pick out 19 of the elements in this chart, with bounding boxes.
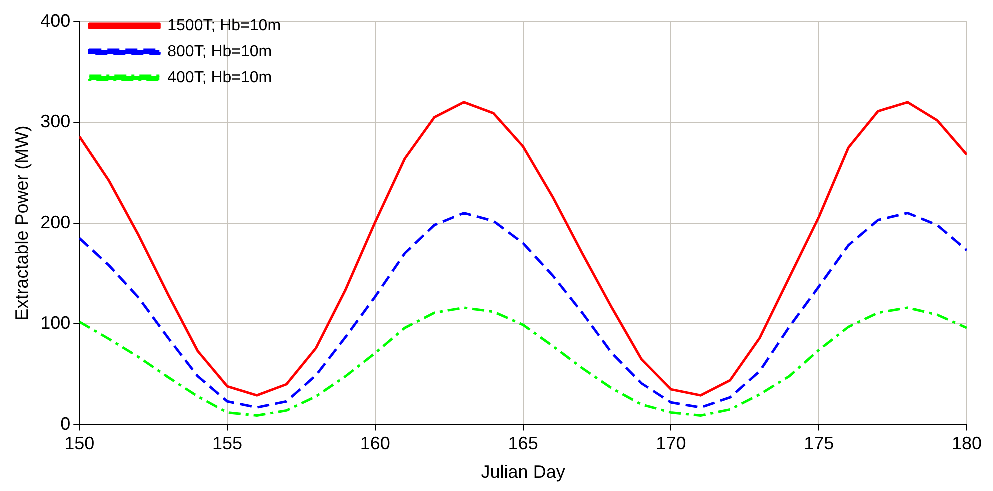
line-series	[80, 306, 967, 417]
legend-label: 800T; Hb=10m	[168, 43, 272, 60]
x-tick-label: 180	[952, 434, 982, 454]
x-tick-label: 150	[64, 434, 95, 454]
x-axis-title: Julian Day	[481, 462, 566, 482]
y-tick-label: 300	[40, 112, 71, 132]
x-tick-label: 155	[212, 434, 243, 454]
x-tick-label: 160	[360, 434, 390, 454]
x-tick-label: 170	[656, 434, 686, 454]
x-tick-label: 165	[508, 434, 538, 454]
line-series	[80, 212, 967, 409]
legend-label: 400T; Hb=10m	[168, 69, 272, 86]
y-tick-label: 200	[40, 212, 71, 232]
legend-label: 1500T; Hb=10m	[168, 17, 282, 34]
y-tick-label: 400	[40, 10, 71, 31]
y-tick-label: 100	[40, 313, 71, 334]
y-tick-label: 0	[60, 414, 71, 434]
x-tick-label: 175	[804, 434, 834, 454]
y-axis-title: Extractable Power (MW)	[12, 126, 32, 321]
